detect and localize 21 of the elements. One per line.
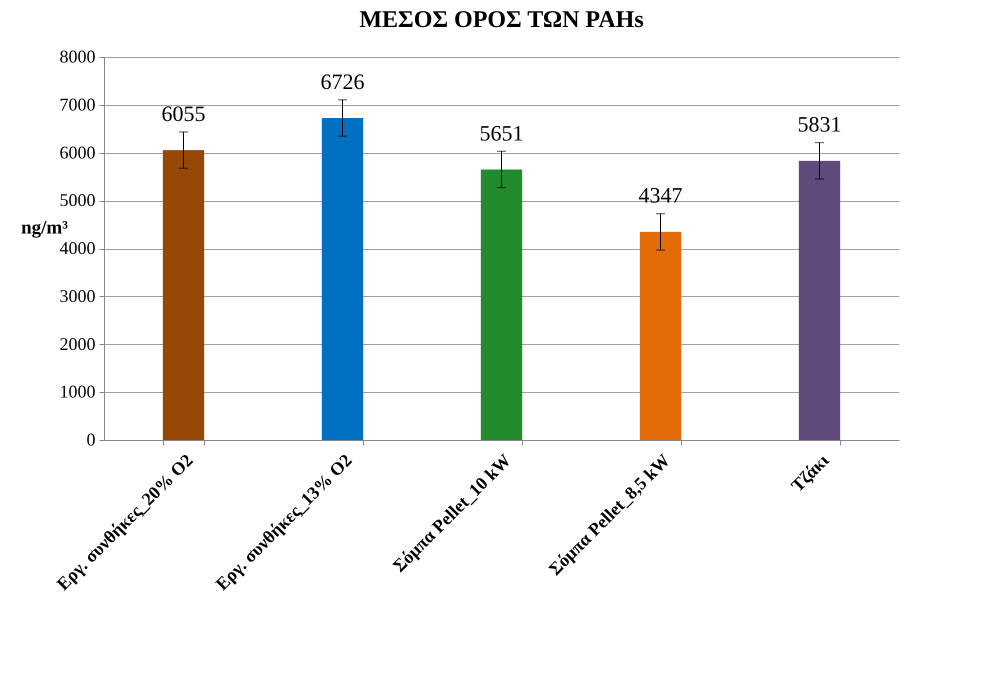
y-tick-label: 7000 xyxy=(60,94,96,114)
y-tick-label: 4000 xyxy=(60,238,96,258)
bar xyxy=(322,118,364,440)
bar xyxy=(798,160,840,440)
chart-title: ΜΕΣΟΣ ΟΡΟΣ ΤΩΝ PAHs xyxy=(359,7,644,33)
y-tick-label: 2000 xyxy=(60,334,96,354)
data-label: 6726 xyxy=(320,68,364,94)
y-tick-label: 3000 xyxy=(60,286,96,306)
data-label: 5831 xyxy=(798,112,842,137)
bar xyxy=(640,232,682,440)
y-tick-label: 1000 xyxy=(60,382,96,402)
y-axis-title: ng/m³ xyxy=(21,218,68,238)
y-tick-label: 8000 xyxy=(60,46,96,66)
bar xyxy=(162,150,204,440)
data-label: 5651 xyxy=(480,120,524,146)
data-label: 6055 xyxy=(162,100,206,126)
y-tick-label: 5000 xyxy=(60,190,96,210)
bar xyxy=(480,169,522,440)
y-tick-label: 0 xyxy=(86,430,96,450)
y-tick-label: 6000 xyxy=(60,142,96,162)
data-label: 4347 xyxy=(638,182,682,208)
